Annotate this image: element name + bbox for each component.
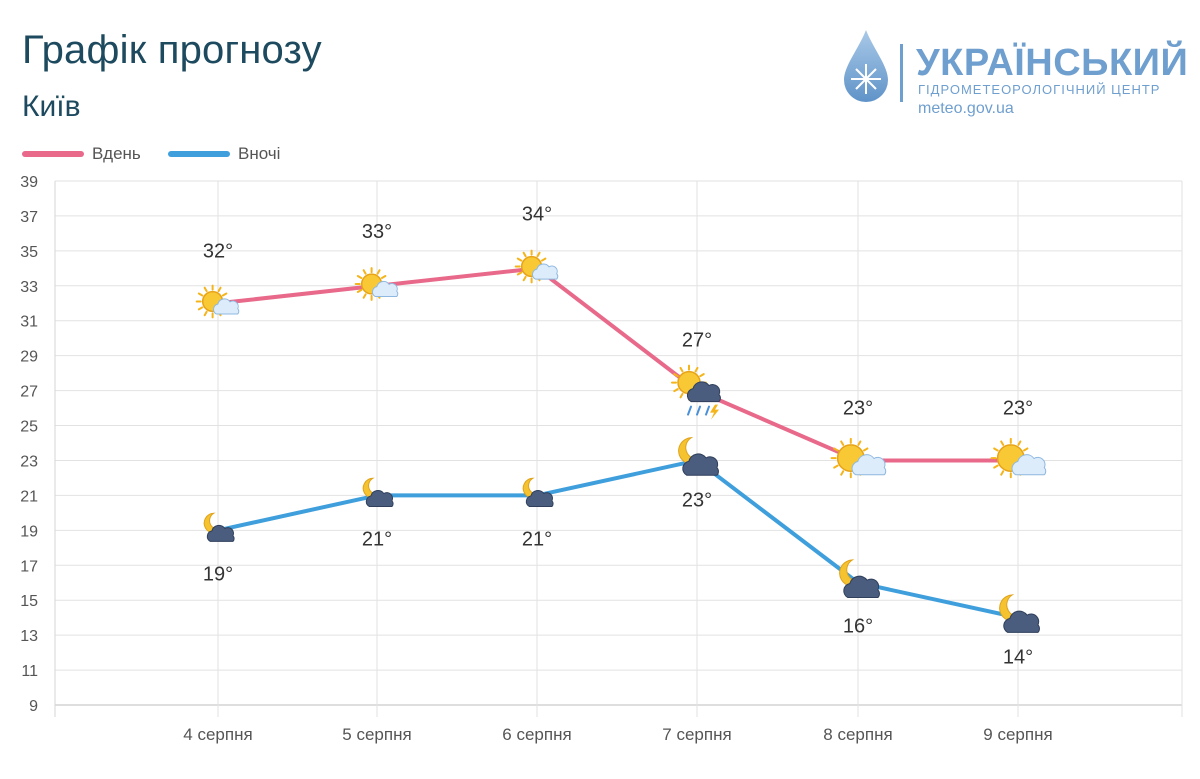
sun-cloud-icon	[830, 437, 887, 479]
moon-cloud-icon	[362, 477, 394, 507]
water-drop-icon	[844, 30, 888, 102]
data-label-night: 23°	[682, 489, 712, 511]
moon-cloud-icon	[999, 594, 1040, 633]
chart-title: Графік прогнозу	[22, 28, 322, 72]
series-line-night	[217, 458, 1019, 620]
logo-center-name: ГІДРОМЕТЕОРОЛОГІЧНИЙ ЦЕНТР	[918, 82, 1161, 97]
y-tick-label: 23	[20, 453, 38, 470]
data-label-night: 19°	[203, 563, 233, 585]
data-label-night: 14°	[1003, 647, 1033, 669]
logo-name: УКРАЇНСЬКИЙ	[916, 42, 1189, 84]
y-tick-label: 35	[20, 244, 38, 261]
moon-cloud-icon	[839, 559, 880, 598]
y-tick-label: 37	[20, 209, 38, 226]
data-label-night: 21°	[522, 528, 552, 550]
moon-cloud-icon	[678, 437, 719, 476]
x-tick-label: 9 серпня	[983, 725, 1052, 744]
x-tick-label: 8 серпня	[823, 725, 892, 744]
y-tick-label: 33	[20, 279, 38, 296]
thunderstorm-icon	[671, 364, 721, 420]
legend-item-day[interactable]: Вдень	[22, 144, 141, 164]
data-label-day: 33°	[362, 221, 392, 243]
legend-item-night[interactable]: Вночі	[168, 144, 280, 164]
series-line-day	[217, 266, 1018, 463]
sun-cloud-icon	[990, 437, 1047, 479]
y-tick-label: 9	[29, 698, 38, 715]
sun-cloud-icon	[195, 284, 240, 319]
legend-night-label: Вночі	[238, 144, 281, 163]
data-label-day: 23°	[1003, 397, 1033, 419]
legend-day-swatch	[22, 151, 84, 157]
y-tick-label: 15	[20, 593, 38, 610]
data-label-day: 27°	[682, 330, 712, 352]
data-label-day: 32°	[203, 240, 233, 262]
y-tick-label: 19	[20, 523, 38, 540]
x-tick-label: 4 серпня	[183, 725, 252, 744]
data-label-night: 16°	[843, 616, 873, 638]
y-tick-label: 31	[20, 314, 38, 331]
y-tick-label: 13	[20, 628, 38, 645]
y-tick-label: 17	[20, 558, 38, 575]
hydromet-logo[interactable]: УКРАЇНСЬКИЙ ГІДРОМЕТЕОРОЛОГІЧНИЙ ЦЕНТР m…	[838, 28, 1188, 128]
x-tick-label: 5 серпня	[342, 725, 411, 744]
logo-divider	[900, 44, 903, 102]
moon-cloud-icon	[522, 477, 554, 507]
legend-day-label: Вдень	[92, 144, 141, 163]
y-tick-label: 39	[20, 174, 38, 191]
legend-night-swatch	[168, 151, 230, 157]
y-tick-label: 21	[20, 488, 38, 505]
y-tick-label: 27	[20, 384, 38, 401]
logo-website[interactable]: meteo.gov.ua	[918, 100, 1014, 117]
data-label-night: 21°	[362, 528, 392, 550]
moon-cloud-icon	[203, 512, 235, 542]
data-label-day: 34°	[522, 203, 552, 225]
x-tick-label: 6 серпня	[502, 725, 571, 744]
x-tick-label: 7 серпня	[662, 725, 731, 744]
y-tick-label: 25	[20, 419, 38, 436]
chart-subtitle: Київ	[22, 90, 81, 123]
sun-cloud-icon	[514, 249, 559, 284]
data-label-day: 23°	[843, 397, 873, 419]
y-tick-label: 29	[20, 349, 38, 366]
sun-cloud-icon	[354, 267, 399, 301]
y-tick-label: 11	[21, 663, 38, 680]
